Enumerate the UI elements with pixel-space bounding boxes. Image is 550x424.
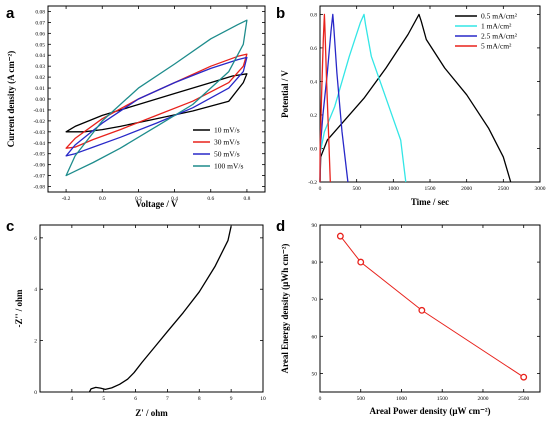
y-tick-label: 6	[34, 236, 37, 242]
data-point	[357, 258, 365, 266]
data-point	[336, 232, 344, 240]
y-tick-label: 0.00	[35, 97, 45, 103]
y-axis-label: Current density (A cm⁻²)	[6, 51, 16, 148]
x-tick-label: 2500	[498, 186, 509, 192]
series-line-2	[65, 53, 248, 149]
y-tick-label: -0.02	[34, 119, 46, 125]
y-tick-label: 90	[312, 223, 318, 229]
y-tick-label: 0.02	[35, 75, 45, 81]
panel-letter: d	[276, 218, 285, 235]
x-tick-label: 0.2	[135, 196, 142, 202]
x-tick-label: 4	[70, 396, 73, 402]
series-line-4	[65, 19, 248, 177]
y-tick-label: -0.04	[34, 141, 46, 147]
x-tick-label: 1500	[437, 396, 448, 402]
x-tick-label: 0.0	[99, 196, 106, 202]
x-tick-label: 2000	[461, 186, 472, 192]
legend-label: 10 mV/s	[214, 126, 240, 135]
panel-a: -0.2 0.0 0.2 0.4 0.6 0.8 -0.08 -0.07 -0.06 -0.05 -…	[6, 5, 266, 209]
data-point	[418, 306, 426, 314]
legend-label: 5 mA/cm²	[481, 42, 512, 51]
x-tick-label: 500	[353, 186, 362, 192]
legend-label: 100 mV/s	[214, 162, 243, 171]
x-tick-label: 0.8	[243, 196, 250, 202]
x-tick-label: 9	[230, 396, 233, 402]
x-tick-label: 2000	[477, 396, 488, 402]
y-tick-label: 0.0	[310, 146, 317, 152]
series-line-1	[88, 226, 232, 393]
y-tick-label: -0.08	[34, 185, 46, 191]
x-tick-label: 1000	[388, 186, 399, 192]
series-line-3	[319, 13, 349, 183]
panel-letter: b	[276, 5, 285, 22]
x-tick-label: 1000	[396, 396, 407, 402]
y-tick-label: 50	[312, 371, 318, 377]
x-axis-label: Voltage / V	[135, 199, 178, 209]
y-axis-label: Potential / V	[280, 70, 290, 118]
panel-c: 4 5 6 7 8 9 10 0 2 4 6 Z' / ohm -Z'' / ohm c	[6, 218, 266, 418]
y-tick-label: 0.4	[310, 79, 317, 85]
series-line-1	[319, 13, 512, 183]
y-tick-label: 0.05	[35, 42, 45, 48]
legend-label: 50 mV/s	[214, 150, 240, 159]
x-tick-label: 7	[166, 396, 169, 402]
y-tick-label: -0.2	[308, 180, 317, 186]
x-tick-label: 10	[260, 396, 266, 402]
x-tick-label: 0	[319, 186, 322, 192]
y-tick-label: 0.04	[35, 53, 45, 59]
x-axis-label: Time / sec	[411, 197, 449, 207]
x-axis-label: Z' / ohm	[135, 408, 168, 418]
y-tick-label: 0.08	[35, 9, 45, 15]
plot-frame	[319, 224, 541, 393]
legend-label: 1 mA/cm²	[481, 22, 512, 31]
x-tick-label: 0	[319, 396, 322, 402]
y-tick-label: 0.01	[35, 86, 45, 92]
y-tick-label: -0.06	[34, 163, 46, 169]
y-tick-label: 0.8	[310, 12, 317, 18]
y-axis-label: -Z'' / ohm	[14, 289, 24, 328]
y-tick-label: -0.03	[34, 130, 46, 136]
y-tick-label: 80	[312, 260, 318, 266]
series-line-4	[319, 13, 331, 183]
y-tick-label: 4	[34, 287, 37, 293]
y-axis-label: Areal Energy density (μWh cm⁻²)	[280, 244, 290, 374]
x-tick-label: 0.6	[207, 196, 214, 202]
panel-letter: a	[6, 5, 15, 22]
y-tick-label: -0.07	[34, 174, 46, 180]
panel-d: 0 500 1000 1500 2000 2500 50 60 70 80 90 Areal Powe…	[276, 218, 541, 416]
series-line-3	[65, 56, 248, 157]
y-tick-label: 2	[34, 339, 37, 345]
series-line-1	[65, 73, 248, 133]
legend-label: 2.5 mA/cm²	[481, 32, 518, 41]
y-tick-label: 0.03	[35, 64, 45, 70]
data-point	[520, 373, 528, 381]
x-tick-label: -0.2	[62, 196, 71, 202]
x-tick-label: 3000	[535, 186, 546, 192]
y-tick-label: -0.05	[34, 152, 46, 158]
legend-label: 0.5 mA/cm²	[481, 12, 518, 21]
y-tick-label: 70	[312, 297, 318, 303]
y-tick-label: 0.07	[35, 20, 45, 26]
series-line-2	[319, 13, 407, 183]
panel-letter: c	[6, 218, 14, 235]
y-tick-label: 0.6	[310, 46, 317, 52]
y-tick-label: 0	[34, 390, 37, 396]
panel-b: 0 500 1000 1500 2000 2500 3000 -0.2 0.0 0.2 0.4 0.6…	[276, 5, 546, 207]
x-tick-label: 5	[102, 396, 105, 402]
x-tick-label: 500	[357, 396, 366, 402]
x-tick-label: 2500	[518, 396, 529, 402]
x-tick-label: 1500	[425, 186, 436, 192]
x-axis-label: Areal Power density (μW cm⁻²)	[369, 406, 490, 416]
y-tick-label: 60	[312, 334, 318, 340]
y-tick-label: -0.01	[34, 108, 46, 114]
legend-label: 30 mV/s	[214, 138, 240, 147]
y-tick-label: 0.2	[310, 113, 317, 119]
x-tick-label: 0.4	[171, 196, 178, 202]
x-tick-label: 8	[198, 396, 201, 402]
plot-frame	[39, 224, 264, 393]
y-tick-label: 0.06	[35, 31, 45, 37]
series-connector-line	[340, 235, 524, 378]
x-tick-label: 6	[134, 396, 137, 402]
